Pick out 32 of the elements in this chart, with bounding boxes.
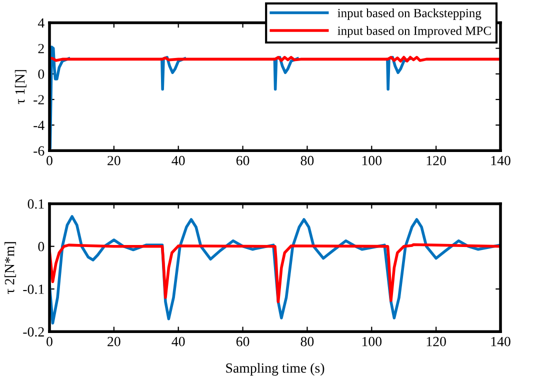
y-tick-label: 0 — [38, 69, 44, 79]
y-tick-label: 0 — [38, 242, 44, 252]
x-tick-label: 0 — [46, 156, 52, 166]
x-tick-label: 140 — [491, 336, 510, 346]
y-tick-label: 2 — [38, 44, 44, 54]
x-tick-label: 80 — [300, 336, 314, 346]
legend-label: input based on Improved MPC — [338, 26, 491, 38]
y-tick-label: -0.1 — [23, 284, 44, 294]
x-tick-label: 40 — [172, 156, 185, 166]
y-tick-label: -2 — [34, 95, 44, 104]
x-tick-label: 40 — [172, 336, 185, 346]
x-tick-label: 140 — [491, 156, 510, 166]
x-tick-label: 20 — [108, 156, 120, 166]
y-tick-label: 0.1 — [28, 199, 44, 209]
line-series — [50, 243, 500, 304]
x-tick-label: 100 — [362, 336, 382, 346]
legend-label: input based on Backstepping — [338, 8, 482, 20]
x-tick-label: 20 — [108, 336, 120, 346]
x-tick-label: 100 — [362, 156, 382, 166]
y-tick-label: 4 — [38, 18, 44, 28]
y-tick-label: -4 — [34, 120, 44, 130]
x-tick-label: 60 — [236, 156, 250, 166]
x-tick-label: 120 — [426, 156, 446, 166]
y-axis-title: τ 1[N] — [14, 70, 26, 104]
y-axis-title: τ 2[N*m] — [4, 242, 16, 294]
x-tick-label: 80 — [300, 156, 314, 166]
x-axis-title: Sampling time (s) — [226, 362, 324, 376]
x-tick-label: 120 — [426, 336, 446, 346]
y-tick-label: -0.2 — [23, 327, 44, 337]
x-tick-label: 60 — [236, 336, 250, 346]
x-tick-label: 0 — [46, 336, 52, 346]
y-tick-label: -6 — [34, 146, 44, 156]
